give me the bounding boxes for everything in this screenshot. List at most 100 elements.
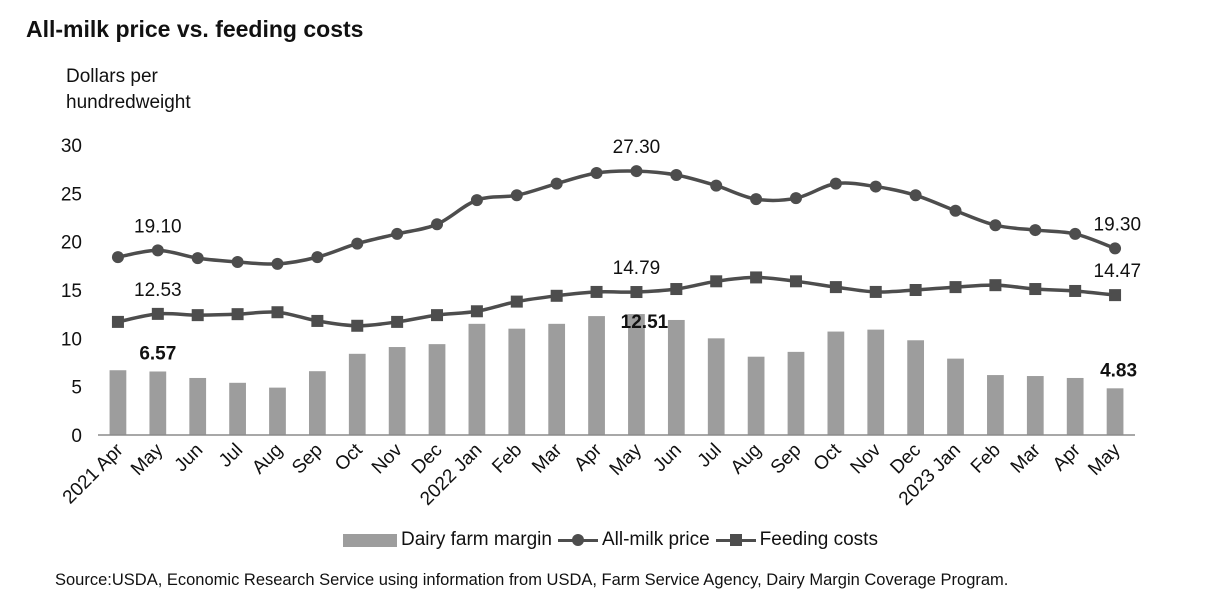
x-tick-label: Sep [288,440,327,479]
x-tick-label: Jun [649,440,686,477]
data-label: 27.30 [613,137,661,158]
x-tick-label: Jul [215,440,247,472]
bar [428,344,446,435]
milk-price-point [510,189,523,202]
y-tick-label: 30 [61,136,82,157]
feeding-cost-point [1069,284,1082,297]
bar [348,353,366,435]
bar [308,371,326,435]
feeding-cost-point [829,281,842,294]
y-axis-label: Dollars per hundredweight [66,64,216,116]
bar [747,356,765,435]
legend-square-line-swatch [715,530,756,550]
feeding-cost-point [590,285,603,298]
feeding-cost-point [470,305,483,318]
feeding-cost-point [351,319,364,332]
milk-price-point [151,244,164,257]
x-tick-label: Aug [727,440,766,479]
feeding-cost-point [710,275,723,288]
milk-price-point [231,255,244,268]
feeding-cost-point [311,314,324,327]
bar [508,328,526,435]
y-tick-label: 15 [61,281,82,302]
legend-label-milk: All-milk price [601,529,710,550]
y-axis-label-text: Dollars per hundredweight [66,66,191,113]
y-tick-label: 10 [61,329,82,350]
data-label: 19.10 [134,216,182,237]
feeding-cost-point [949,281,962,294]
chart-legend: Dairy farm margin All-milk price Feeding… [343,529,884,551]
bar [548,323,566,435]
bar [1026,376,1044,435]
data-label: 12.51 [621,312,669,333]
bar [229,382,246,435]
legend-bar-swatch [343,533,397,547]
milk-price-point [431,218,444,231]
bar [269,387,286,435]
feeding-cost-point [111,315,124,328]
feeding-cost-point [151,307,164,320]
milk-price-point [1069,227,1082,240]
bar [1066,377,1084,435]
milk-price-point [750,193,763,206]
x-tick-label: Nov [368,439,407,478]
milk-price-point [1029,224,1042,237]
milk-price-point [949,204,962,217]
milk-price-line [117,169,1116,266]
feeding-cost-point [1029,283,1042,296]
bar [987,375,1004,435]
data-label: 14.79 [613,258,661,279]
feeding-cost-point [869,285,882,298]
x-tick-label: 2021 Apr [59,439,128,508]
feeding-cost-point [989,279,1002,292]
legend-label-margin: Dairy farm margin [401,529,552,550]
milk-price-point [1109,242,1122,255]
milk-price-point [829,177,842,190]
x-tick-label: May [127,439,168,480]
data-label: 6.57 [139,343,176,364]
y-tick-label: 5 [71,378,82,399]
feeding-cost-point [191,309,204,322]
legend-item-margin: Dairy farm margin [343,529,552,551]
milk-price-point [670,168,683,181]
legend-label-feed: Feeding costs [759,529,878,550]
bar [787,351,805,435]
bar [189,377,207,435]
bar [149,371,167,435]
legend-item-milk: All-milk price [557,529,710,551]
milk-price-point [789,192,802,205]
milk-price-point [191,252,204,265]
milk-price-point [710,179,723,192]
feeding-cost-point [670,283,683,296]
milk-price-point [909,189,922,202]
data-label: 12.53 [134,280,182,301]
source-note: Source:USDA, Economic Research Service u… [55,571,1009,589]
feeding-cost-point [630,286,643,299]
bar [588,316,605,435]
data-label: 4.83 [1100,360,1137,381]
milk-price-point [989,219,1002,232]
x-tick-label: Apr [1049,439,1085,475]
x-tick-label: Aug [248,440,287,479]
data-label: 19.30 [1094,214,1142,235]
x-tick-label: May [606,439,647,480]
feeding-cost-point [431,309,444,322]
milk-price-point [869,180,882,193]
feeding-cost-point [231,308,244,321]
bar [907,340,925,435]
x-tick-label: May [1084,439,1125,480]
x-tick-label: Jun [171,440,208,477]
feeding-cost-point [391,315,404,328]
bar [468,323,486,435]
y-tick-label: 20 [61,233,82,254]
feeding-cost-point [789,275,802,288]
x-tick-label: Mar [528,439,566,477]
bar [867,329,885,435]
feeding-cost-point [550,289,563,302]
milk-price-point [391,227,404,240]
feeding-cost-point [1109,289,1122,302]
milk-price-point [311,251,324,264]
feeding-cost-line [117,275,1116,328]
bar [109,370,127,435]
